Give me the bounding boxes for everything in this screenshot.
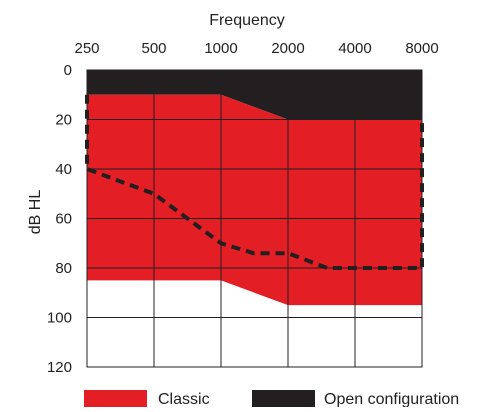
region-classic [87, 94, 422, 306]
y-tick-label-80: 80 [55, 260, 72, 277]
legend-label-open-configuration: Open configuration [324, 391, 459, 407]
y-tick-label-120: 120 [47, 359, 72, 376]
x-tick-labels: 250 500 1000 2000 4000 8000 [74, 40, 438, 57]
x-tick-label-1000: 1000 [204, 40, 237, 57]
plot-area [85, 69, 424, 368]
legend-swatch-classic [84, 390, 147, 407]
x-tick-label-250: 250 [74, 40, 99, 57]
chart-title: Frequency [209, 12, 285, 29]
y-tick-label-60: 60 [55, 211, 72, 228]
legend: Classic Open configuration [84, 390, 459, 408]
legend-swatch-open-configuration [252, 390, 315, 407]
x-tick-label-500: 500 [141, 40, 166, 57]
y-tick-labels: 0 20 40 60 80 100 120 [47, 62, 72, 376]
dashed-boundary-line [85, 94, 424, 270]
y-tick-label-100: 100 [47, 310, 72, 327]
y-tick-label-40: 40 [55, 161, 72, 178]
x-tick-label-4000: 4000 [338, 40, 371, 57]
x-tick-label-2000: 2000 [271, 40, 304, 57]
x-tick-label-8000: 8000 [405, 40, 438, 57]
region-open-configuration [87, 70, 422, 120]
y-axis-label: dB HL [27, 190, 44, 235]
y-tick-label-20: 20 [55, 112, 72, 129]
legend-label-classic: Classic [158, 391, 210, 407]
y-tick-label-0: 0 [64, 62, 72, 79]
